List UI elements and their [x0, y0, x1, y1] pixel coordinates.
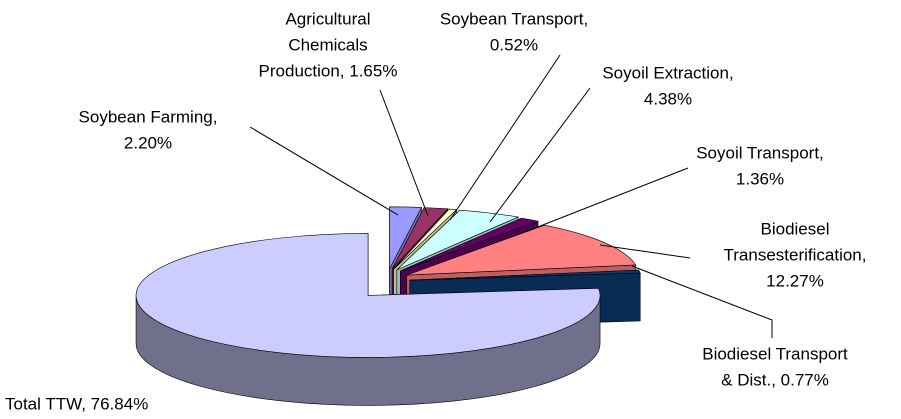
data-label: Soybean Farming,	[79, 107, 218, 126]
leader-line	[524, 167, 689, 233]
leader-line	[449, 54, 561, 221]
data-label: Soyoil Transport,	[696, 143, 824, 162]
data-label: Biodiesel	[761, 219, 830, 238]
data-label: 0.52%	[490, 35, 538, 54]
leader-line	[599, 244, 691, 259]
slice	[406, 224, 637, 276]
data-label: Production, 1.65%	[259, 61, 398, 80]
data-label: & Dist., 0.77%	[721, 370, 829, 389]
slice	[391, 207, 449, 270]
data-label: Soybean Transport,	[440, 9, 588, 28]
data-label: Agricultural	[285, 9, 370, 28]
data-label: Biodiesel Transport	[702, 344, 848, 363]
data-label: Total TTW, 76.84%	[5, 394, 148, 413]
leader-line	[489, 87, 591, 223]
data-label: Chemicals	[288, 35, 367, 54]
labels: Soybean Farming, 2.20% Agricultural Chemica…	[5, 9, 866, 413]
data-label: Soyoil Extraction,	[602, 63, 733, 82]
data-label: 12.27%	[766, 271, 824, 290]
slice	[135, 233, 601, 358]
leader-line	[631, 265, 773, 338]
leader-line	[379, 89, 429, 217]
slice	[409, 269, 641, 281]
data-label: 1.36%	[736, 169, 784, 188]
slice	[400, 217, 540, 272]
data-label: 4.38%	[644, 89, 692, 108]
slice	[396, 209, 520, 271]
pie	[135, 206, 641, 406]
data-label: 2.20%	[124, 133, 172, 152]
data-label: Transesterification,	[724, 245, 867, 264]
slice	[389, 206, 422, 269]
leader-line	[249, 126, 399, 216]
